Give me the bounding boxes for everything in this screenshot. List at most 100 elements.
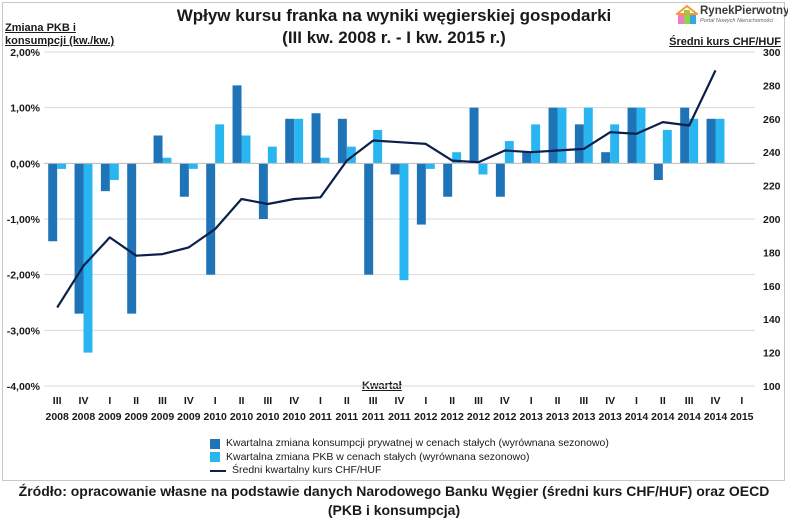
x-tick-year: 2013 bbox=[598, 411, 622, 423]
x-tick-quarter: III bbox=[158, 395, 167, 407]
consumption-bar bbox=[74, 163, 84, 314]
left-tick-label: 2,00% bbox=[10, 47, 40, 59]
x-tick-quarter: III bbox=[53, 395, 62, 407]
x-tick-year: 2014 bbox=[704, 411, 728, 423]
right-tick-label: 240 bbox=[763, 147, 781, 159]
legend-swatch-gdp bbox=[210, 452, 220, 463]
gdp-bar bbox=[452, 152, 462, 164]
gdp-bar bbox=[188, 163, 198, 169]
left-tick-label: -1,00% bbox=[7, 214, 41, 226]
consumption-bar bbox=[390, 163, 400, 175]
chart-subtitle: (III kw. 2008 r. - I kw. 2015 r.) bbox=[282, 28, 506, 47]
right-tick-label: 300 bbox=[763, 47, 781, 59]
right-tick-label: 100 bbox=[763, 381, 781, 393]
gdp-bar bbox=[531, 124, 541, 164]
consumption-bar bbox=[100, 163, 110, 192]
logo-name: RynekPierwotny bbox=[700, 5, 788, 17]
right-tick-label: 200 bbox=[763, 214, 781, 226]
gdp-bar bbox=[636, 107, 646, 164]
x-tick-year: 2012 bbox=[440, 411, 464, 423]
consumption-bar bbox=[206, 163, 216, 275]
x-tick-quarter: IV bbox=[184, 395, 194, 407]
x-tick-quarter: III bbox=[263, 395, 272, 407]
left-tick-label: 0,00% bbox=[10, 158, 40, 170]
legend-label-consumption: Kwartalna zmiana konsumpcji prywatnej w … bbox=[226, 437, 609, 449]
x-tick-year: 2010 bbox=[282, 411, 306, 423]
gdp-bar bbox=[267, 146, 277, 164]
consumption-bar bbox=[680, 107, 690, 164]
gdp-bar bbox=[109, 163, 119, 181]
brand-logo: RynekPierwotny Portal Nowych Nieruchomoś… bbox=[674, 4, 788, 28]
x-tick-year: 2011 bbox=[309, 411, 332, 423]
house-logo-icon bbox=[674, 4, 700, 24]
x-tick-year: 2011 bbox=[388, 411, 411, 423]
x-tick-quarter: III bbox=[579, 395, 588, 407]
x-tick-year: 2009 bbox=[177, 411, 201, 423]
gdp-bar bbox=[478, 163, 488, 175]
x-tick-year: 2009 bbox=[124, 411, 148, 423]
consumption-bar bbox=[127, 163, 137, 314]
x-tick-year: 2010 bbox=[256, 411, 280, 423]
x-tick-year: 2010 bbox=[230, 411, 254, 423]
gdp-bar bbox=[399, 163, 409, 281]
gdp-bar bbox=[504, 141, 514, 164]
x-tick-year: 2013 bbox=[519, 411, 543, 423]
consumption-bar bbox=[601, 152, 611, 164]
consumption-bar bbox=[574, 124, 584, 164]
x-tick-year: 2008 bbox=[45, 411, 69, 423]
gdp-bar bbox=[215, 124, 225, 164]
chf-huf-rate-line bbox=[56, 69, 717, 309]
x-tick-quarter: II bbox=[555, 395, 561, 407]
x-tick-quarter: II bbox=[239, 395, 245, 407]
x-tick-quarter: III bbox=[369, 395, 378, 407]
gdp-bar bbox=[662, 129, 672, 164]
right-tick-label: 180 bbox=[763, 247, 781, 259]
legend-item-consumption: Kwartalna zmiana konsumpcji prywatnej w … bbox=[210, 437, 609, 451]
consumption-bar bbox=[232, 85, 242, 164]
gdp-bar bbox=[346, 146, 356, 164]
x-tick-quarter: II bbox=[133, 395, 139, 407]
consumption-bar bbox=[495, 163, 505, 197]
chart-title: Wpływ kursu franka na wyniki węgierskiej… bbox=[176, 6, 612, 25]
gdp-bar bbox=[425, 163, 435, 169]
legend-label-rate: Średni kwartalny kurs CHF/HUF bbox=[232, 464, 382, 476]
gdp-bar bbox=[689, 118, 699, 164]
legend-swatch-consumption bbox=[210, 438, 220, 449]
x-tick-year: 2014 bbox=[625, 411, 649, 423]
gdp-bar bbox=[241, 135, 251, 164]
right-tick-label: 120 bbox=[763, 348, 781, 360]
consumption-bar bbox=[153, 135, 163, 164]
right-tick-label: 220 bbox=[763, 181, 781, 193]
legend: Kwartalna zmiana konsumpcji prywatnej w … bbox=[210, 437, 609, 478]
consumption-bar bbox=[48, 163, 58, 242]
right-tick-label: 160 bbox=[763, 281, 781, 293]
gdp-bar bbox=[57, 163, 67, 169]
gdp-bar bbox=[162, 157, 172, 164]
right-tick-label: 280 bbox=[763, 80, 781, 92]
legend-item-rate: Średni kwartalny kurs CHF/HUF bbox=[210, 464, 609, 478]
consumption-bar bbox=[416, 163, 426, 225]
source-line-1: Źródło: opracowanie własne na podstawie … bbox=[18, 483, 770, 499]
gdp-bar bbox=[320, 157, 330, 164]
consumption-bar bbox=[469, 107, 479, 164]
x-tick-quarter: II bbox=[660, 395, 666, 407]
gdp-bar bbox=[83, 163, 93, 353]
gdp-bar bbox=[610, 124, 620, 164]
x-tick-quarter: IV bbox=[605, 395, 615, 407]
consumption-bar bbox=[627, 107, 637, 164]
x-tick-quarter: I bbox=[214, 395, 217, 407]
x-tick-year: 2012 bbox=[414, 411, 438, 423]
x-tick-year: 2012 bbox=[467, 411, 491, 423]
consumption-bar bbox=[653, 163, 663, 181]
consumption-bar bbox=[337, 118, 347, 164]
x-tick-quarter: IV bbox=[711, 395, 721, 407]
consumption-bar bbox=[522, 152, 532, 164]
right-tick-label: 260 bbox=[763, 114, 781, 126]
gdp-bar bbox=[557, 107, 567, 164]
x-tick-year: 2012 bbox=[493, 411, 517, 423]
left-tick-label: 1,00% bbox=[10, 103, 40, 115]
gdp-bar bbox=[373, 129, 383, 164]
x-tick-quarter: IV bbox=[500, 395, 510, 407]
x-tick-quarter: I bbox=[530, 395, 533, 407]
x-tick-year: 2014 bbox=[677, 411, 701, 423]
